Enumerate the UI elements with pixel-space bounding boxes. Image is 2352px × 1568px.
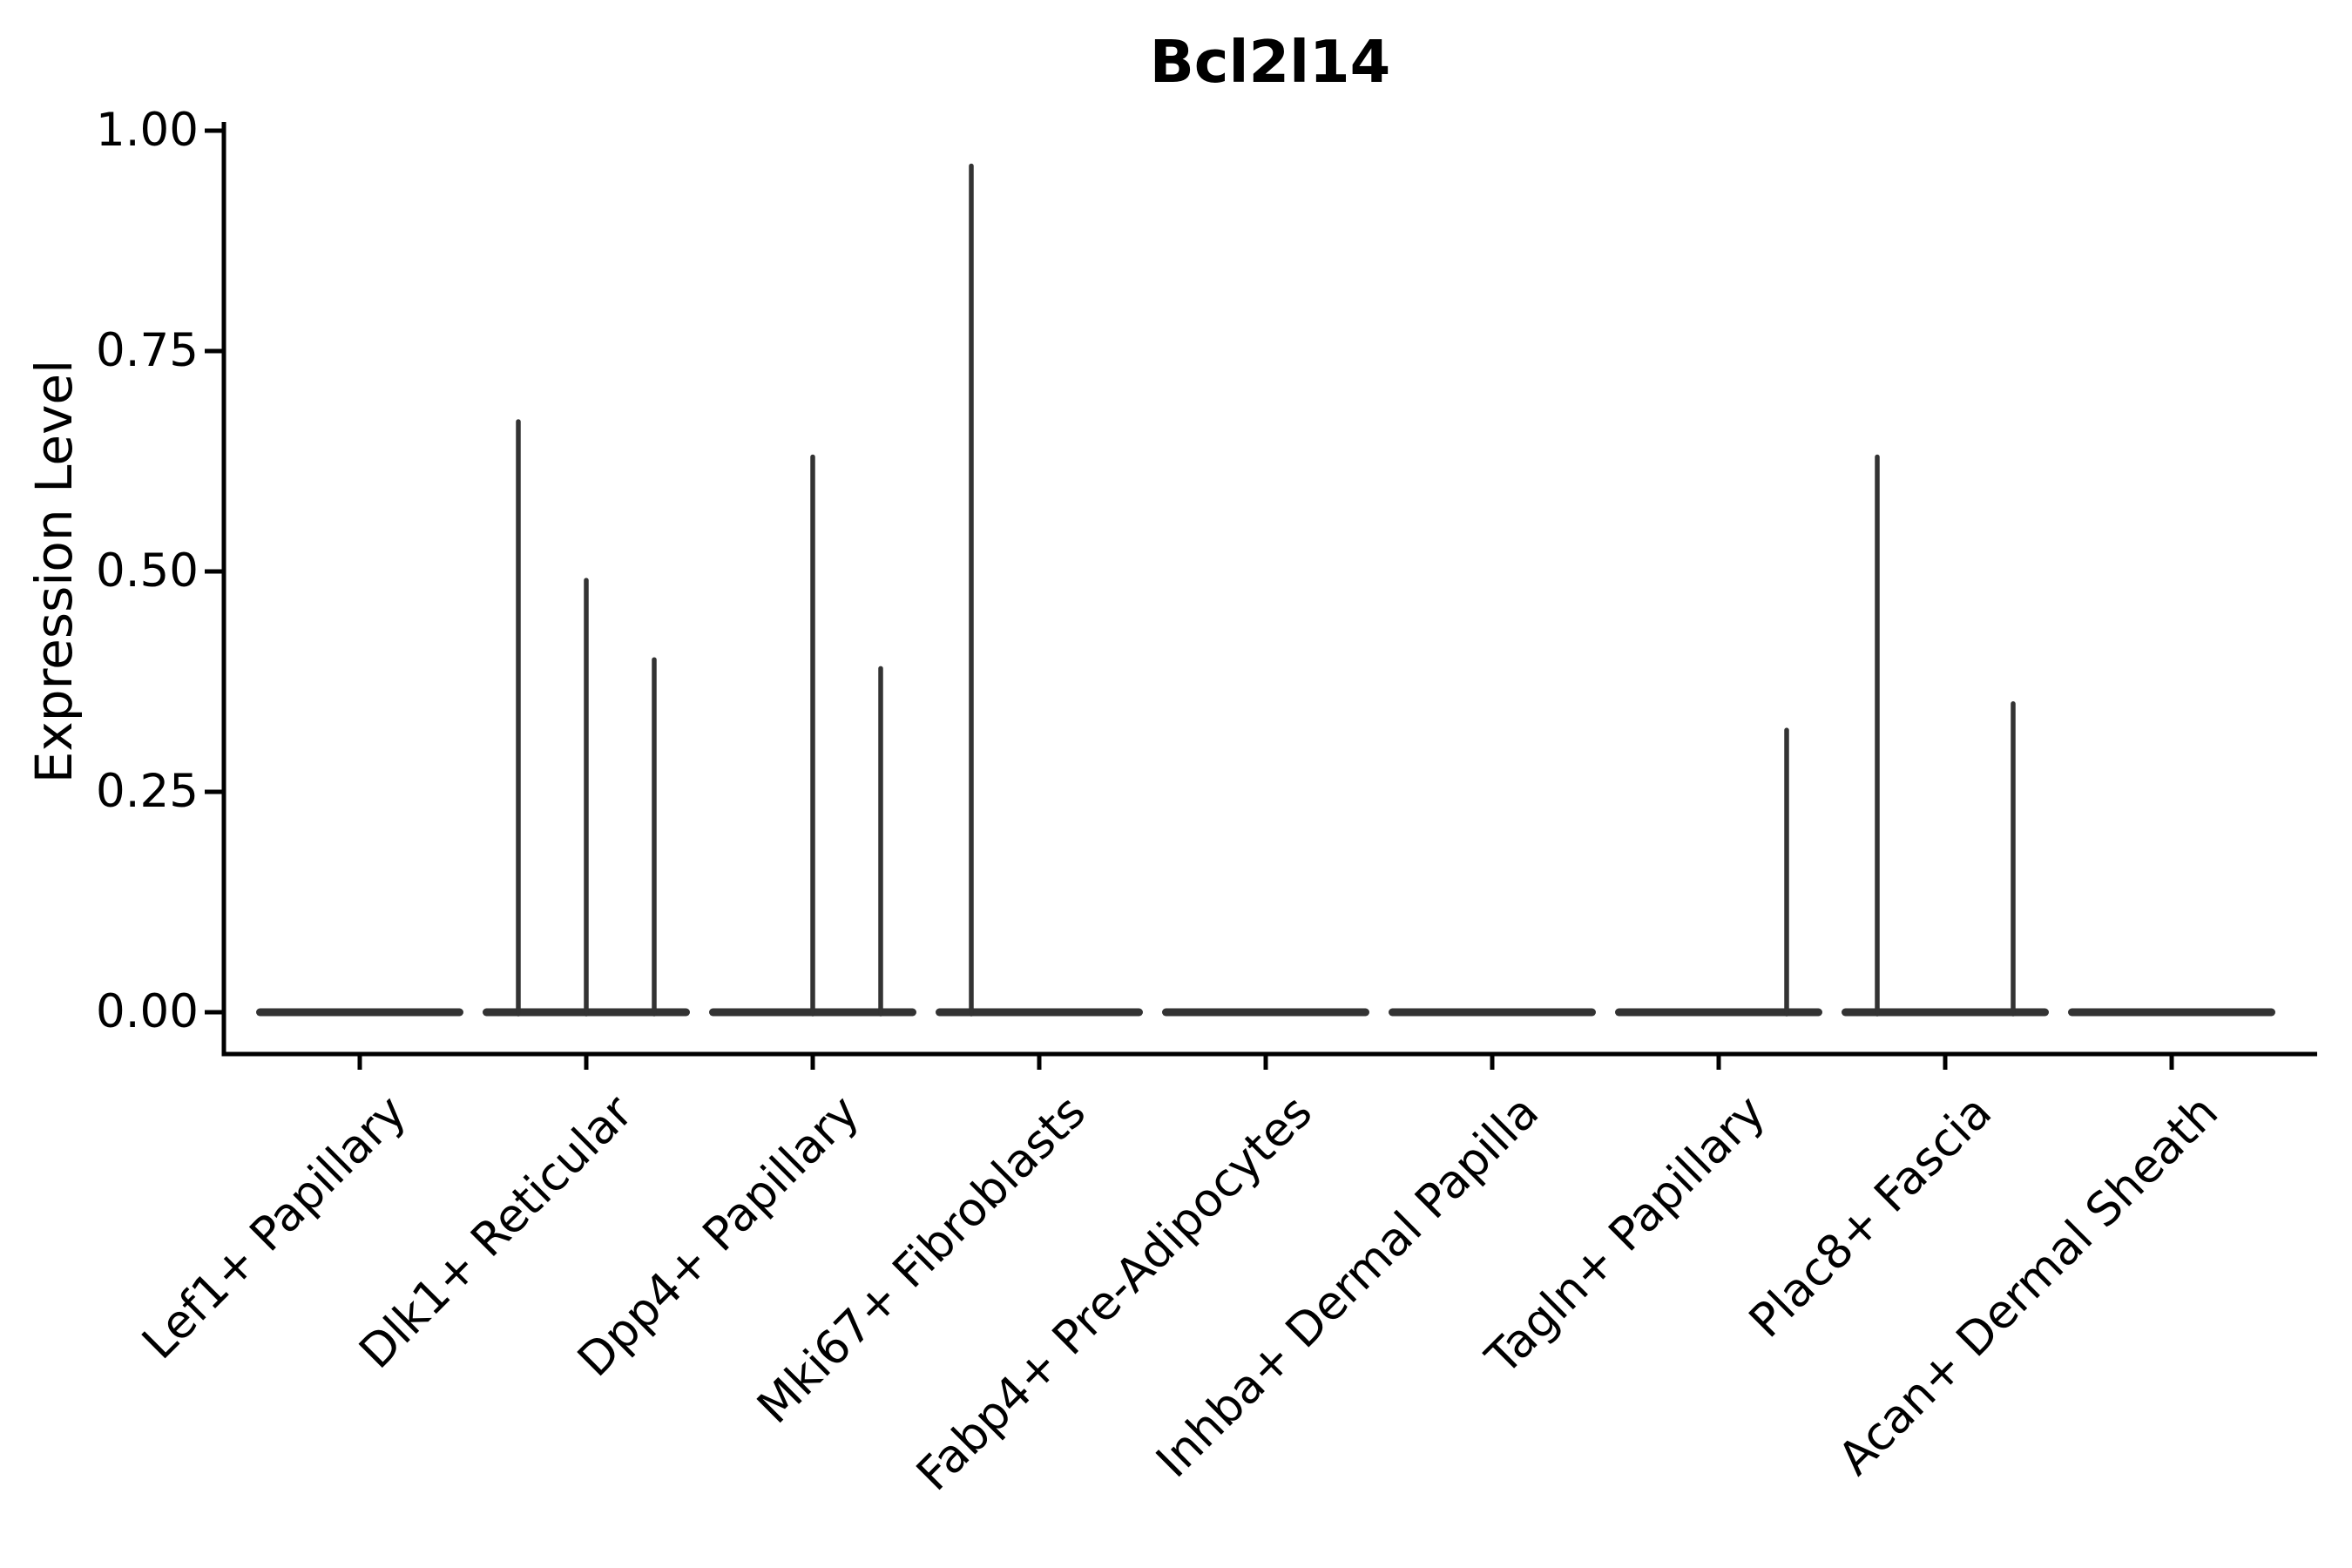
y-tick-label: 0.75 [95,324,199,377]
violin-body [936,1008,1143,1017]
y-tick-label: 0.25 [95,765,199,818]
y-tick-label: 1.00 [95,104,199,157]
violin-body [1162,1008,1369,1017]
violin-body [256,1008,463,1017]
y-tick-label: 0.50 [95,544,199,598]
y-tick-label: 0.00 [95,985,199,1038]
chart-title: Bcl2l14 [1149,28,1391,96]
violin-body [2068,1008,2275,1017]
violin-body [1842,1008,2049,1017]
violin-body [1389,1008,1596,1017]
violin-body [1615,1008,1822,1017]
